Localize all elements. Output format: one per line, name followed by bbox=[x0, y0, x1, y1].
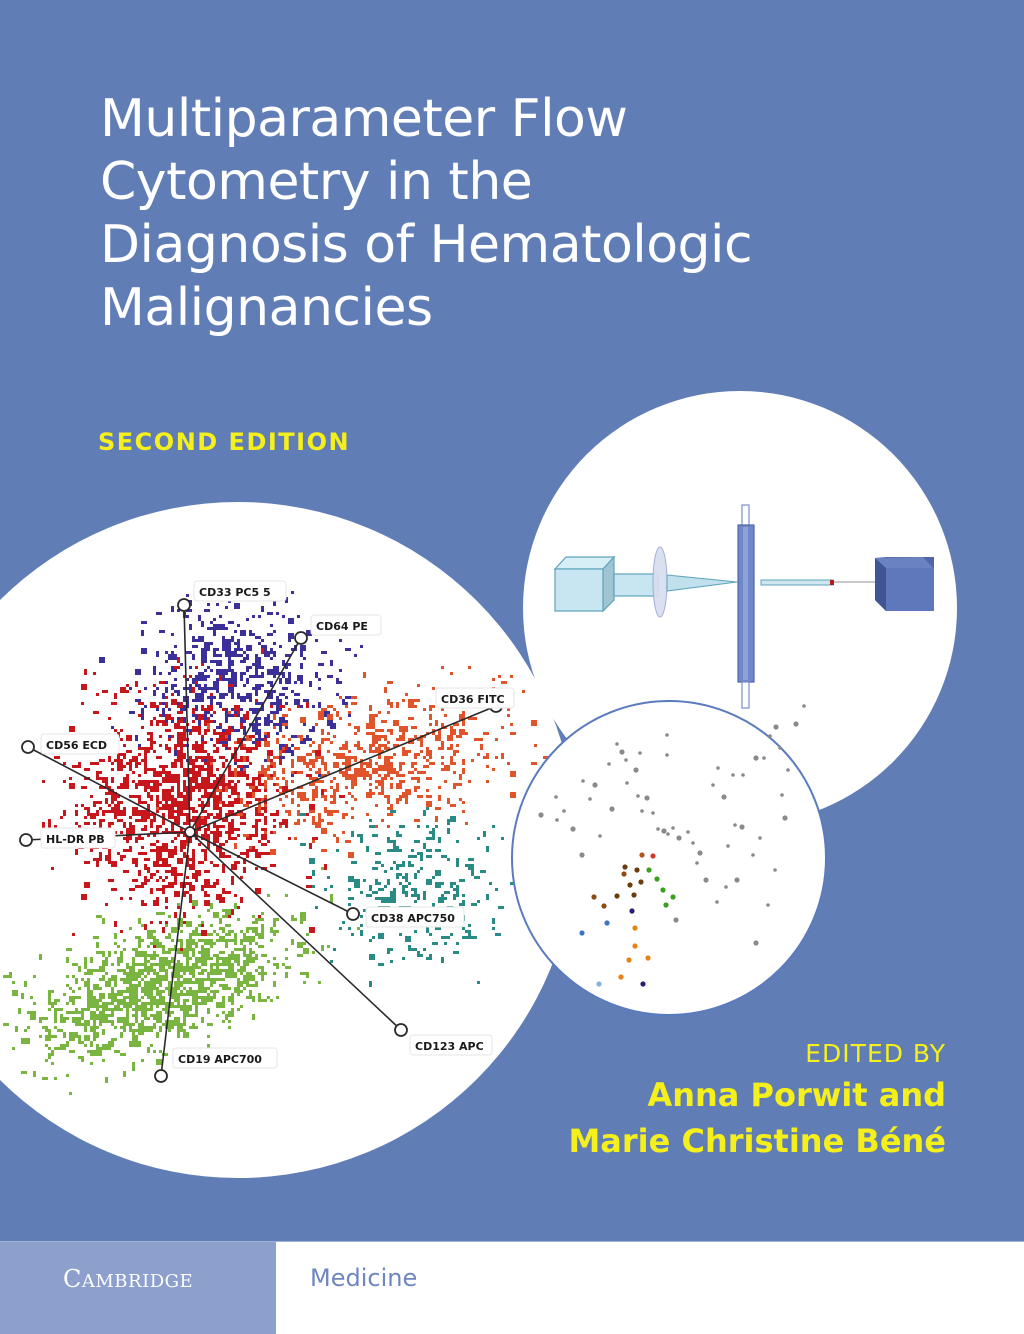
book-cover: CD33 PC5 5 CD64 PE CD36 FITC CD56 ECD HL… bbox=[0, 88, 957, 1178]
axis-label-cd38: CD38 APC750 bbox=[371, 912, 455, 925]
axis-label-cd64: CD64 PE bbox=[316, 620, 368, 633]
flow-cell-icon bbox=[737, 504, 755, 709]
edition-label: SECOND EDITION bbox=[98, 428, 351, 456]
axis-handle-hldr bbox=[19, 833, 33, 847]
axis-label-cd123: CD123 APC bbox=[415, 1040, 484, 1053]
title-line-1: Multiparameter Flow bbox=[100, 89, 628, 149]
axis-label-hldr: HL-DR PB bbox=[46, 833, 105, 846]
editors-block: EDITED BY Anna Porwit and Marie Christin… bbox=[568, 1036, 946, 1164]
title-line-3: Diagnosis of Hematologic bbox=[100, 215, 753, 275]
axis-handle-cd64 bbox=[294, 631, 308, 645]
axis-label-cd19: CD19 APC700 bbox=[178, 1053, 262, 1066]
axis-handle-cd56 bbox=[21, 740, 35, 754]
title-line-4: Malignancies bbox=[100, 278, 433, 338]
cytometer-diagram bbox=[553, 504, 934, 709]
publisher-footer: CAMBRIDGE Medicine bbox=[0, 1241, 1024, 1334]
editor-line-2: Marie Christine Béné bbox=[568, 1122, 946, 1160]
series-label: Medicine bbox=[310, 1264, 418, 1292]
editor-line-1: Anna Porwit and bbox=[647, 1076, 946, 1114]
title-line-2: Cytometry in the bbox=[100, 152, 533, 212]
tree-plot-nodes bbox=[538, 704, 806, 987]
detector-icon bbox=[875, 557, 934, 611]
optical-fiber-icon bbox=[760, 579, 834, 586]
scatter-populations bbox=[3, 588, 549, 1095]
axis-label-cd56: CD56 ECD bbox=[46, 739, 107, 752]
radar-center bbox=[184, 826, 196, 838]
laser-source-icon bbox=[553, 555, 659, 613]
publisher-brand-panel: CAMBRIDGE bbox=[0, 1242, 276, 1334]
axis-label-cd36: CD36 FITC bbox=[441, 693, 505, 706]
laser-beam-icon bbox=[666, 574, 738, 592]
lens-icon bbox=[652, 546, 668, 618]
axis-handle-cd19 bbox=[154, 1069, 168, 1083]
axis-handle-cd38 bbox=[346, 907, 360, 921]
axis-handle-cd33 bbox=[177, 598, 191, 612]
axis-label-cd33: CD33 PC5 5 bbox=[199, 586, 271, 599]
book-title: Multiparameter Flow Cytometry in the Dia… bbox=[100, 88, 753, 340]
publisher-rest: AMBRIDGE bbox=[81, 1271, 194, 1292]
radar-axis-labels: CD33 PC5 5 CD64 PE CD36 FITC CD56 ECD HL… bbox=[40, 580, 515, 1069]
axis-handle-cd123 bbox=[394, 1023, 408, 1037]
radar-axes bbox=[25, 604, 497, 1077]
radar-axis-handles bbox=[19, 598, 503, 1083]
tree-plot-circle bbox=[511, 700, 827, 1016]
publisher-initial: C bbox=[63, 1265, 82, 1293]
edited-by-label: EDITED BY bbox=[805, 1039, 946, 1068]
cover-illustration: CD33 PC5 5 CD64 PE CD36 FITC CD56 ECD HL… bbox=[0, 391, 957, 1178]
publisher-logo: CAMBRIDGE bbox=[63, 1265, 193, 1293]
